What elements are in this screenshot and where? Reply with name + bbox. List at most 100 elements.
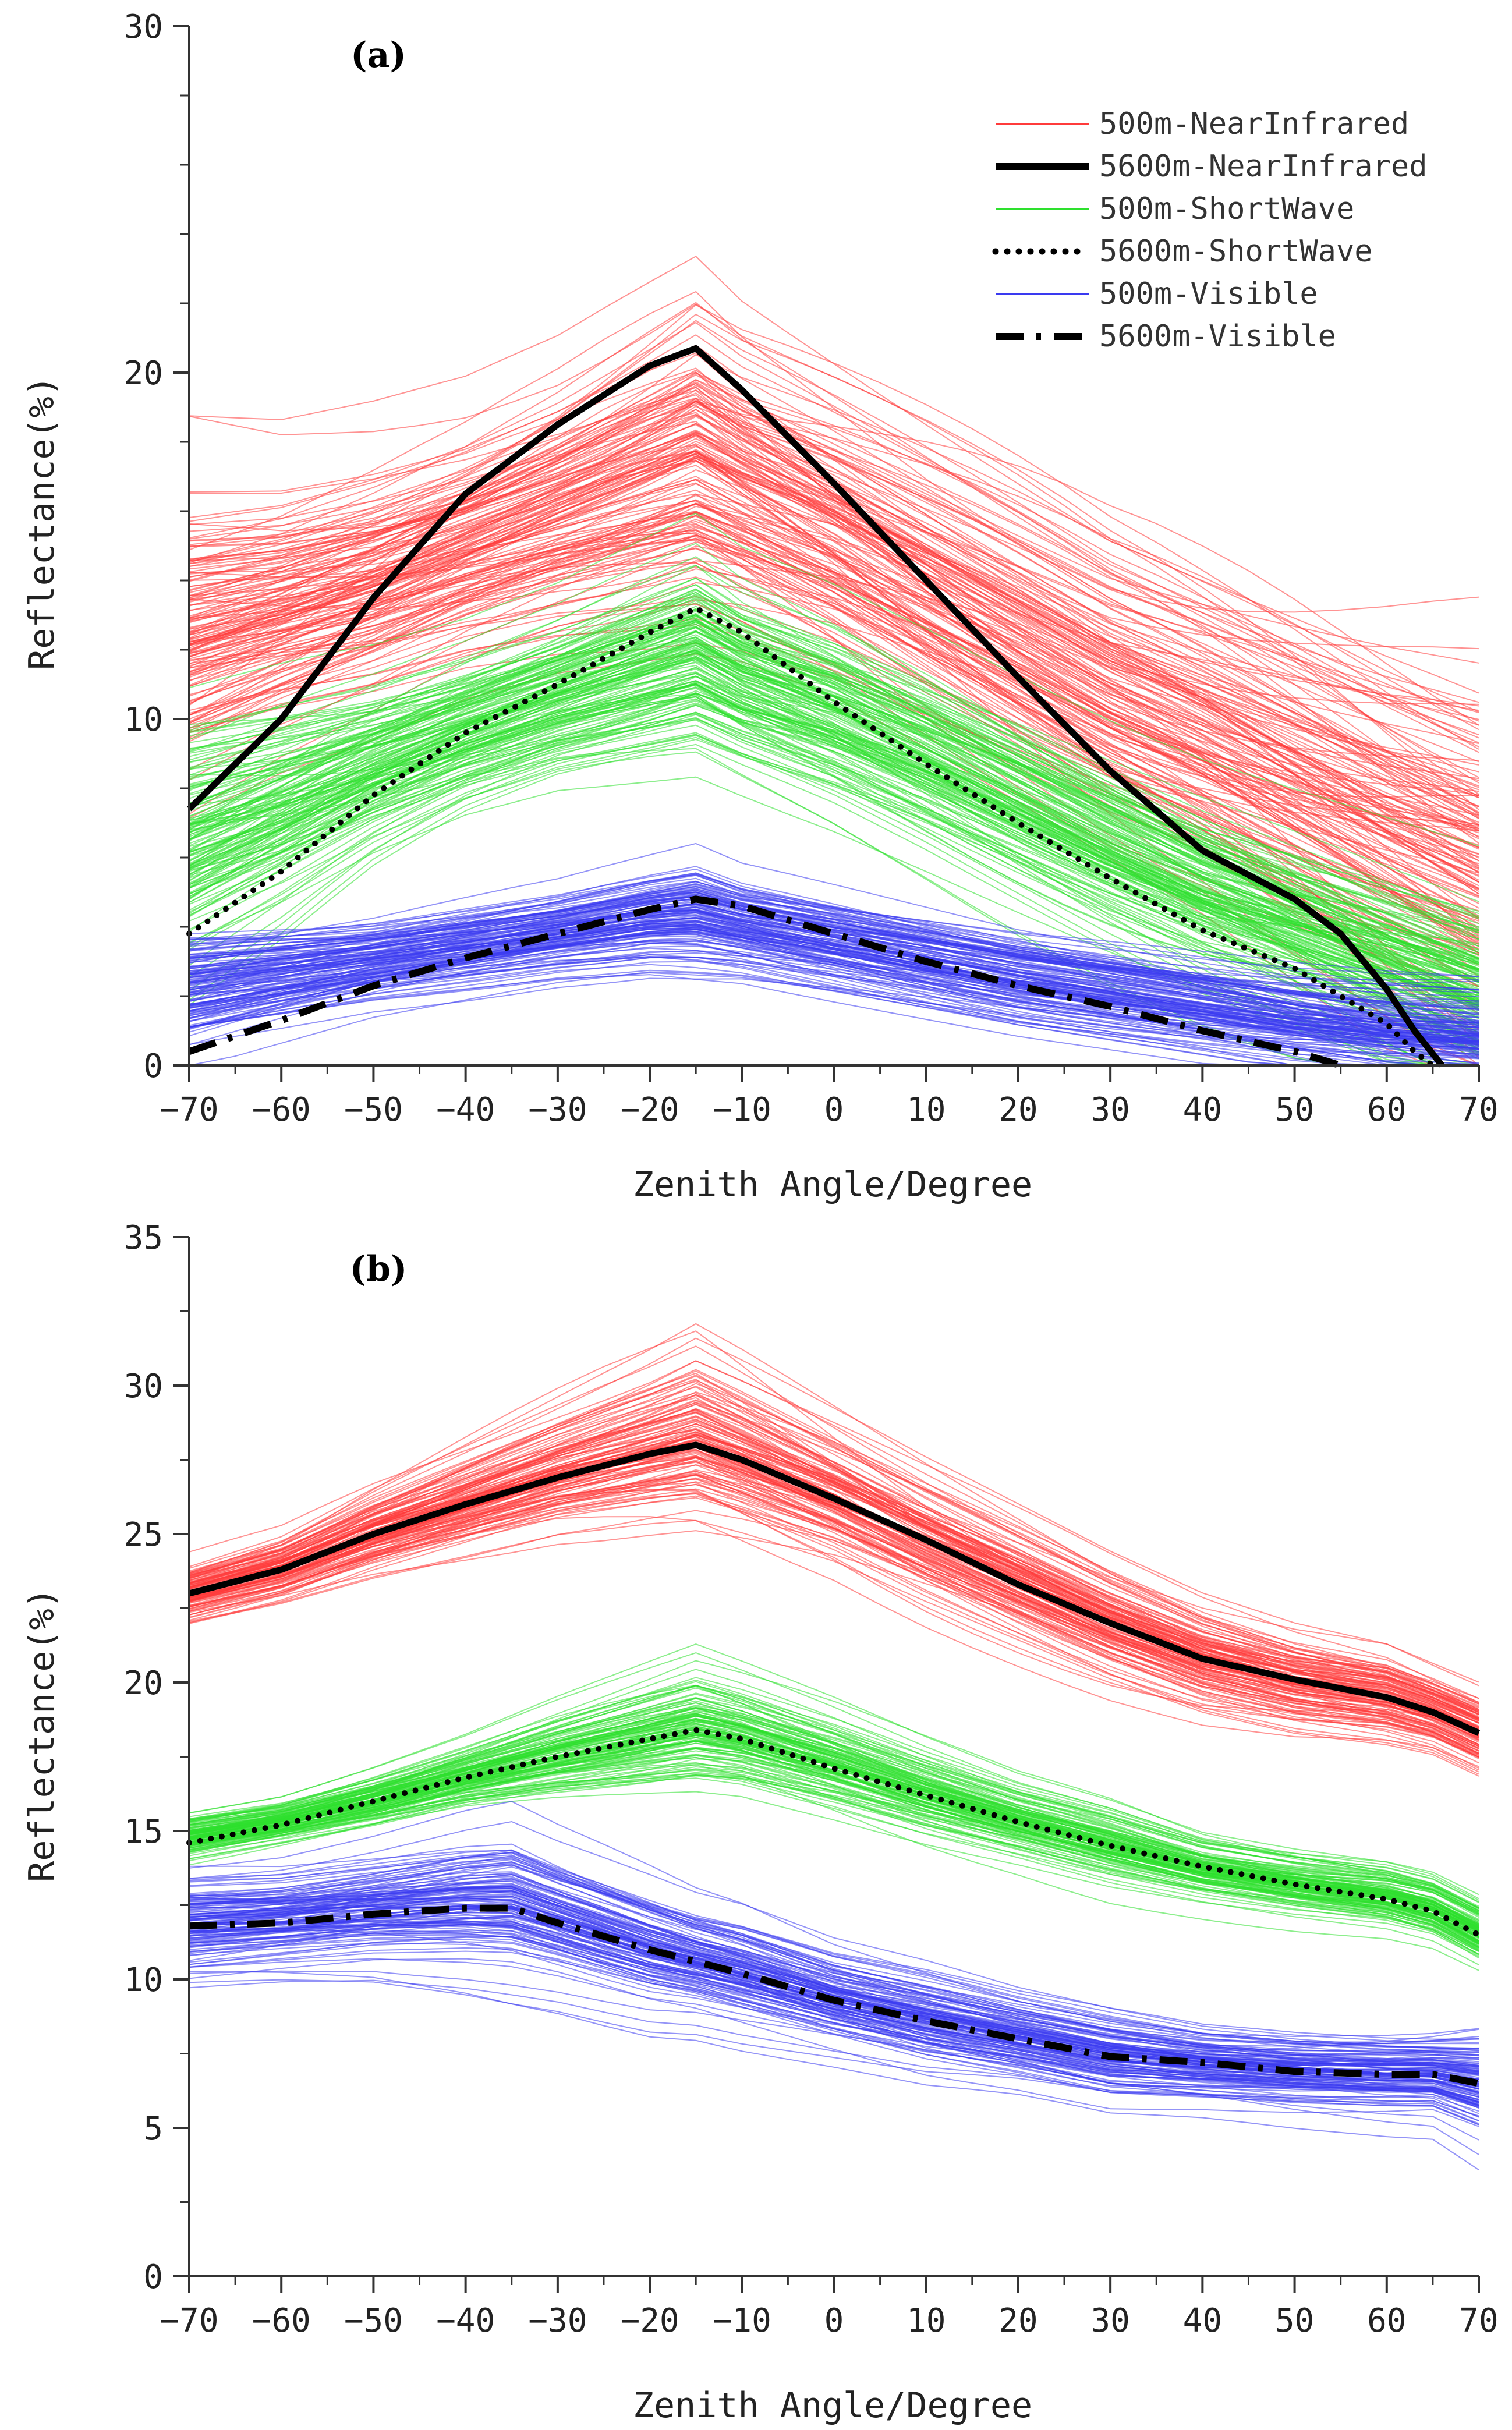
panel-b-500m-visible-line	[189, 1897, 1479, 2094]
panel-b-500m-shortwave-line	[189, 1774, 1479, 1965]
panel-b-500m-nearinfrared-line	[189, 1457, 1479, 1775]
panel-a-500m-nearinfrared-line	[189, 415, 1479, 743]
panel-a-x-tick-label: 40	[1183, 1091, 1222, 1129]
panel-a-500m-nearinfrared-line	[189, 450, 1479, 795]
panel-a-500m-nearinfrared-line	[189, 529, 1479, 831]
panel-b-500m-nearinfrared-line	[189, 1415, 1479, 1712]
panel-b-x-tick-label: −60	[252, 2302, 311, 2340]
panel-a-500m-nearinfrared-line	[189, 458, 1479, 814]
legend-label-5600m-shortwave: 5600m-ShortWave	[1099, 234, 1373, 269]
panel-b-y-tick-label: 30	[124, 1368, 163, 1405]
panel-a-x-tick-label: 10	[907, 1091, 946, 1129]
panel-a-500m-visible-line	[189, 935, 1479, 1028]
panel-a-x-ticks: −70 −60 −50 −40 −30 −20 −10 0 10 20 30 40 50 60 70	[160, 1065, 1499, 1129]
panel-a-x-tick-label: 70	[1459, 1091, 1498, 1129]
panel-a-x-tick-label: −50	[344, 1091, 403, 1129]
panel-b-500m-nearinfrared-line	[189, 1360, 1479, 1713]
panel-a-500m-visible-line	[189, 894, 1479, 1015]
panel-a-5600m-nearinfrared-series	[187, 345, 1445, 1068]
panel-a-500m-nearinfrared-line	[189, 456, 1479, 735]
panel-a-500m-shortwave-line	[189, 714, 1479, 1053]
panel-b-500m-nearinfrared-line	[189, 1360, 1479, 1703]
panel-a: −70 −60 −50 −40 −30 −20 −10 0 10 20 30 40 50 60 70 0 10…	[22, 8, 1499, 1205]
panel-a-500m-visible-line	[189, 952, 1479, 1049]
panel-b-y-tick-label: 10	[124, 1961, 163, 1999]
panel-b-500m-nearinfrared-line	[189, 1519, 1479, 1777]
panel-a-500m-nearinfrared-line	[189, 511, 1479, 924]
panel-b-500m-visible-line	[189, 1971, 1479, 2171]
panel-b-5600m-nearinfrared-series	[188, 1441, 1481, 1736]
panel-b-5600m-shortwave-series	[186, 1727, 1482, 1938]
legend-label-5600m-visible: 5600m-Visible	[1099, 319, 1336, 354]
panel-a-x-tick-label: 60	[1367, 1091, 1406, 1129]
panel-a-500m-shortwave-line	[189, 711, 1479, 1031]
panel-a-500m-shortwave-line	[189, 675, 1479, 971]
panel-b-500m-nearinfrared-line	[189, 1492, 1479, 1749]
panel-b-x-tick-label: 40	[1183, 2302, 1222, 2340]
panel-b-500m-shortwave-line	[189, 1764, 1479, 1971]
panel-a-500m-shortwave-line	[189, 703, 1479, 1035]
panel-a-500m-visible-line	[189, 842, 1479, 990]
panel-b-500m-visible-line	[189, 1958, 1479, 2126]
panel-b-x-tick-label: −30	[528, 2302, 587, 2340]
panel-a-500m-shortwave-line	[189, 704, 1479, 999]
panel-b-x-tick-label: −40	[436, 2302, 495, 2340]
panel-a-500m-nearinfrared-line	[189, 547, 1479, 943]
panel-a-500m-visible-line	[189, 918, 1479, 1038]
panel-a-500m-shortwave-line	[189, 612, 1479, 990]
panel-a-500m-nearinfrared-line	[189, 457, 1479, 798]
panel-a-500m-shortwave-line	[189, 609, 1479, 1019]
panel-b-y-ticks: 0 5 10 15 20 25 30 35	[124, 1219, 189, 2296]
panel-a-500m-nearinfrared-line	[189, 453, 1479, 890]
panel-a-500m-nearinfrared-line	[189, 334, 1479, 784]
panel-b-mean-series	[186, 1441, 1482, 2087]
panel-b-500m-visible-line	[189, 1979, 1479, 2121]
panel-a-500m-shortwave-line	[189, 591, 1479, 964]
panel-a-500m-visible-line	[189, 915, 1479, 1046]
panel-a-500m-nearinfrared-line	[189, 304, 1479, 750]
panel-b-x-tick-label: 0	[824, 2302, 844, 2340]
panel-a-500m-visible-line	[189, 957, 1479, 1051]
panel-a-500m-nearinfrared-line	[189, 438, 1479, 834]
panel-b-500m-nearinfrared-line	[189, 1411, 1479, 1708]
panel-b-500m-shortwave-line	[189, 1685, 1479, 1910]
panel-b-x-ticks: −70 −60 −50 −40 −30 −20 −10 0 10 20 30 40 50 60 70	[160, 2276, 1499, 2340]
panel-b-y-tick-label: 0	[143, 2258, 163, 2296]
panel-b-500m-visible-line	[189, 1857, 1479, 2040]
panel-a-500m-shortwave-line	[189, 644, 1479, 975]
panel-b-500m-nearinfrared-line	[189, 1401, 1479, 1710]
panel-a-500m-nearinfrared-line	[189, 320, 1479, 739]
panel-b-x-tick-label: 30	[1090, 2302, 1129, 2340]
panel-b-500m-visible-line	[189, 1886, 1479, 2094]
panel-a-x-tick-label: −40	[436, 1091, 495, 1129]
panel-a-500m-nearinfrared-line	[189, 397, 1479, 792]
panel-a-500m-visible-line	[189, 890, 1479, 1005]
panel-b-x-tick-label: 60	[1367, 2302, 1406, 2340]
panel-a-y-tick-label: 10	[124, 701, 163, 739]
panel-a-500m-nearinfrared-line	[189, 515, 1479, 938]
panel-a-500m-visible-line	[189, 947, 1479, 1066]
panel-b-500m-shortwave-line	[189, 1769, 1479, 1949]
panel-a-500m-nearinfrared-line	[189, 405, 1479, 726]
panel-a-500m-visible-line	[189, 885, 1479, 1026]
panel-a-500m-shortwave-line	[189, 736, 1479, 1017]
panel-b-500m-nearinfrared-line	[189, 1323, 1479, 1715]
panel-b-500m-visible-line	[189, 1820, 1479, 2043]
panel-a-mean-series	[186, 345, 1445, 1069]
panel-a-500m-visible-line	[189, 972, 1479, 1066]
panel-a-500m-shortwave-line	[189, 512, 1479, 846]
panel-a-500m-visible-line	[189, 931, 1479, 1050]
panel-b-y-tick-label: 5	[143, 2110, 163, 2148]
panel-b-500m-visible-line	[189, 1859, 1479, 2052]
panel-b-y-tick-label: 20	[124, 1664, 163, 1702]
panel-a-500m-nearinfrared-line	[189, 382, 1479, 895]
panel-a-500m-visible-line	[189, 926, 1479, 1040]
panel-a-500m-nearinfrared-line	[189, 256, 1479, 694]
panel-b-500m-nearinfrared-line	[189, 1481, 1479, 1769]
panel-a-500m-visible-line	[189, 880, 1479, 1023]
panel-a-500m-nearinfrared-line	[189, 302, 1479, 703]
panel-a-500m-shortwave-line	[189, 636, 1479, 982]
panel-a-500m-nearinfrared-line	[189, 303, 1479, 810]
panel-b-x-tick-label: 50	[1275, 2302, 1314, 2340]
panel-a-500m-nearinfrared-line	[189, 483, 1479, 916]
